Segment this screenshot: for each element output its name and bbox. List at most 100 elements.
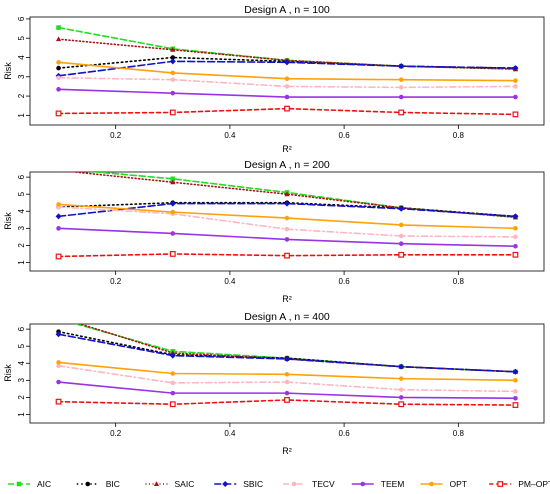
point-pm-opt <box>398 251 405 258</box>
point-opt <box>56 360 61 365</box>
point-opt <box>398 376 404 381</box>
point-pm-opt <box>169 251 176 257</box>
panel-2: Design A , n = 200 Risk R² 0.2 0.4 0.6 0.8 1… <box>3 159 545 304</box>
point-teem <box>513 243 518 249</box>
point-pm-opt <box>512 402 519 408</box>
legend-label: TEEM <box>381 479 405 489</box>
point-pm-opt <box>169 401 176 408</box>
x-tick-label: 0.6 <box>339 277 351 286</box>
point-aic <box>56 166 61 171</box>
legend-label: PM–OPT <box>518 479 550 489</box>
y-tick-label: 2 <box>17 243 26 248</box>
point-saic <box>170 179 176 185</box>
point-sbic <box>284 200 290 207</box>
point-teem <box>398 94 404 100</box>
y-tick-label: 1 <box>17 412 26 417</box>
point-sbic <box>512 213 519 220</box>
panel-3: Design A , n = 400 Risk R² 0.2 0.4 0.6 0.8 1… <box>3 311 545 456</box>
x-tick-label: 0.4 <box>224 277 236 286</box>
series-line-tecv <box>57 76 517 89</box>
legend-label: BIC <box>106 479 120 489</box>
panel-2-ylabel: Risk <box>3 212 13 230</box>
point-opt <box>56 202 61 207</box>
panel-1-frame <box>29 16 545 126</box>
x-tick-label: 0.4 <box>224 429 236 438</box>
point-tecv <box>398 85 404 90</box>
legend-item-pm-opt: PM–OPT <box>489 479 550 489</box>
y-tick-label: 5 <box>17 35 26 40</box>
panel-1-plot <box>55 25 519 118</box>
point-tecv <box>284 226 290 232</box>
point-opt <box>284 372 290 377</box>
x-tick-label: 0.6 <box>339 429 351 438</box>
legend-marker <box>429 481 434 487</box>
panel-2-title: Design A , n = 200 <box>244 159 330 171</box>
point-opt <box>170 209 176 215</box>
series-line-teem <box>57 381 517 400</box>
point-opt <box>513 378 518 383</box>
series-line-opt <box>57 361 517 382</box>
point-sbic <box>398 205 405 212</box>
y-tick-label: 2 <box>17 93 26 98</box>
y-tick-label: 6 <box>17 174 26 179</box>
point-tecv <box>513 84 518 89</box>
point-teem <box>284 237 290 242</box>
panel-3-title: Design A , n = 400 <box>244 311 330 323</box>
point-teem <box>56 226 61 231</box>
panel-2-axes: 0.2 0.4 0.6 0.8 1 2 3 4 5 6 <box>17 174 464 286</box>
legend-marker <box>85 481 91 487</box>
point-sbic <box>512 65 519 72</box>
point-teem <box>56 379 61 385</box>
point-saic <box>55 172 62 173</box>
panel-1-axes: 0.2 0.4 0.6 0.8 1 2 3 4 5 6 <box>17 16 464 140</box>
point-pm-opt <box>169 109 176 116</box>
point-teem <box>170 231 176 236</box>
point-teem <box>513 395 518 401</box>
panel-3-xlabel: R² <box>282 446 292 456</box>
legend-marker <box>153 481 160 486</box>
y-tick-label: 5 <box>17 191 26 196</box>
legend-label: SBIC <box>243 479 263 489</box>
y-tick-label: 1 <box>17 260 26 265</box>
point-pm-opt <box>512 111 519 118</box>
legend-marker <box>291 481 297 487</box>
point-opt <box>170 70 176 76</box>
panel-1-ylabel: Risk <box>3 62 13 80</box>
point-teem <box>170 90 176 96</box>
point-pm-opt <box>512 251 519 258</box>
point-saic <box>284 191 290 197</box>
y-tick-label: 3 <box>17 74 26 79</box>
legend-marker <box>222 481 229 487</box>
point-sbic <box>169 58 176 65</box>
point-bic <box>56 65 61 71</box>
panel-1-xlabel: R² <box>282 144 292 154</box>
point-tecv <box>513 234 518 240</box>
point-tecv <box>56 75 61 81</box>
legend-marker <box>16 481 22 487</box>
point-opt <box>56 60 61 65</box>
legend-marker <box>497 481 504 487</box>
y-tick-label: 1 <box>17 113 26 118</box>
x-tick-label: 0.2 <box>110 277 122 286</box>
legend-label: SAIC <box>175 479 195 489</box>
series-line-sbic <box>57 202 517 218</box>
point-opt <box>284 76 290 82</box>
point-tecv <box>56 363 61 369</box>
point-sbic <box>55 213 62 220</box>
point-sbic <box>284 355 290 362</box>
x-tick-label: 0.8 <box>453 131 465 140</box>
point-sbic <box>284 59 290 66</box>
legend-item-sbic: SBIC <box>214 479 263 489</box>
point-pm-opt <box>55 253 62 260</box>
point-opt <box>170 371 176 376</box>
x-tick-label: 0.6 <box>339 131 351 140</box>
panel-2-xlabel: R² <box>282 294 292 304</box>
y-tick-label: 4 <box>17 360 26 365</box>
legend-item-tecv: TECV <box>283 479 335 489</box>
point-teem <box>284 390 290 396</box>
legend-label: TECV <box>312 479 335 489</box>
point-teem <box>398 395 404 400</box>
panel-2-plot <box>55 166 519 260</box>
point-tecv <box>284 379 290 385</box>
